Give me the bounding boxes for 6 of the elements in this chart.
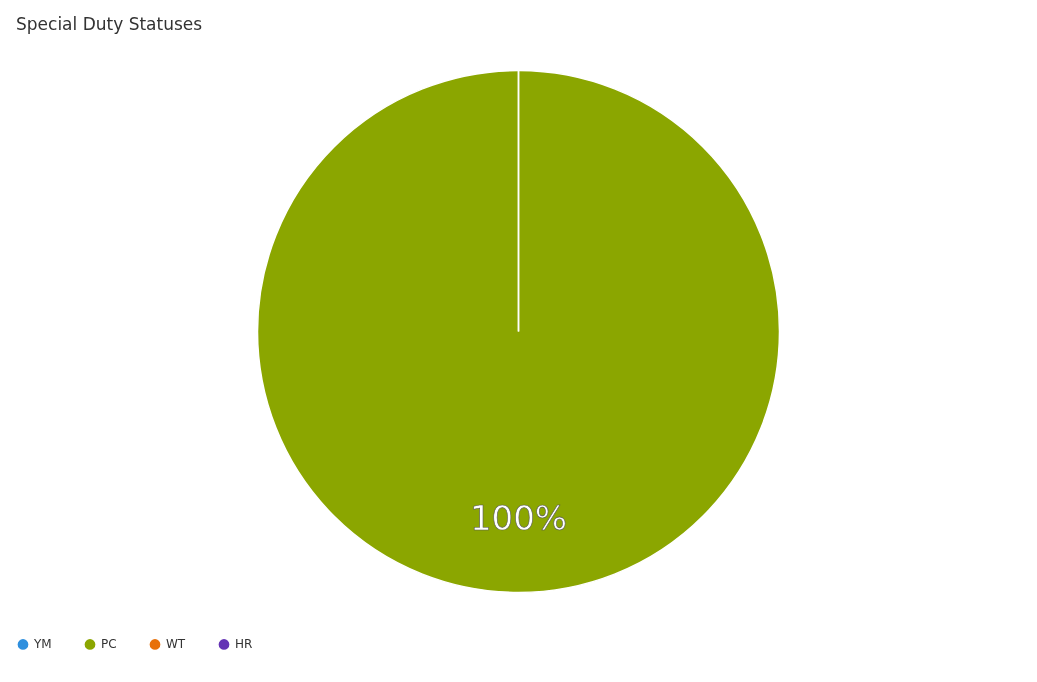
data-label: 100% — [469, 497, 568, 538]
legend-label: HR — [235, 637, 253, 652]
chart-title: Special Duty Statuses — [16, 14, 203, 34]
legend-label: YM — [33, 637, 52, 652]
legend-label: WT — [166, 637, 186, 652]
legend-label: PC — [101, 637, 117, 652]
